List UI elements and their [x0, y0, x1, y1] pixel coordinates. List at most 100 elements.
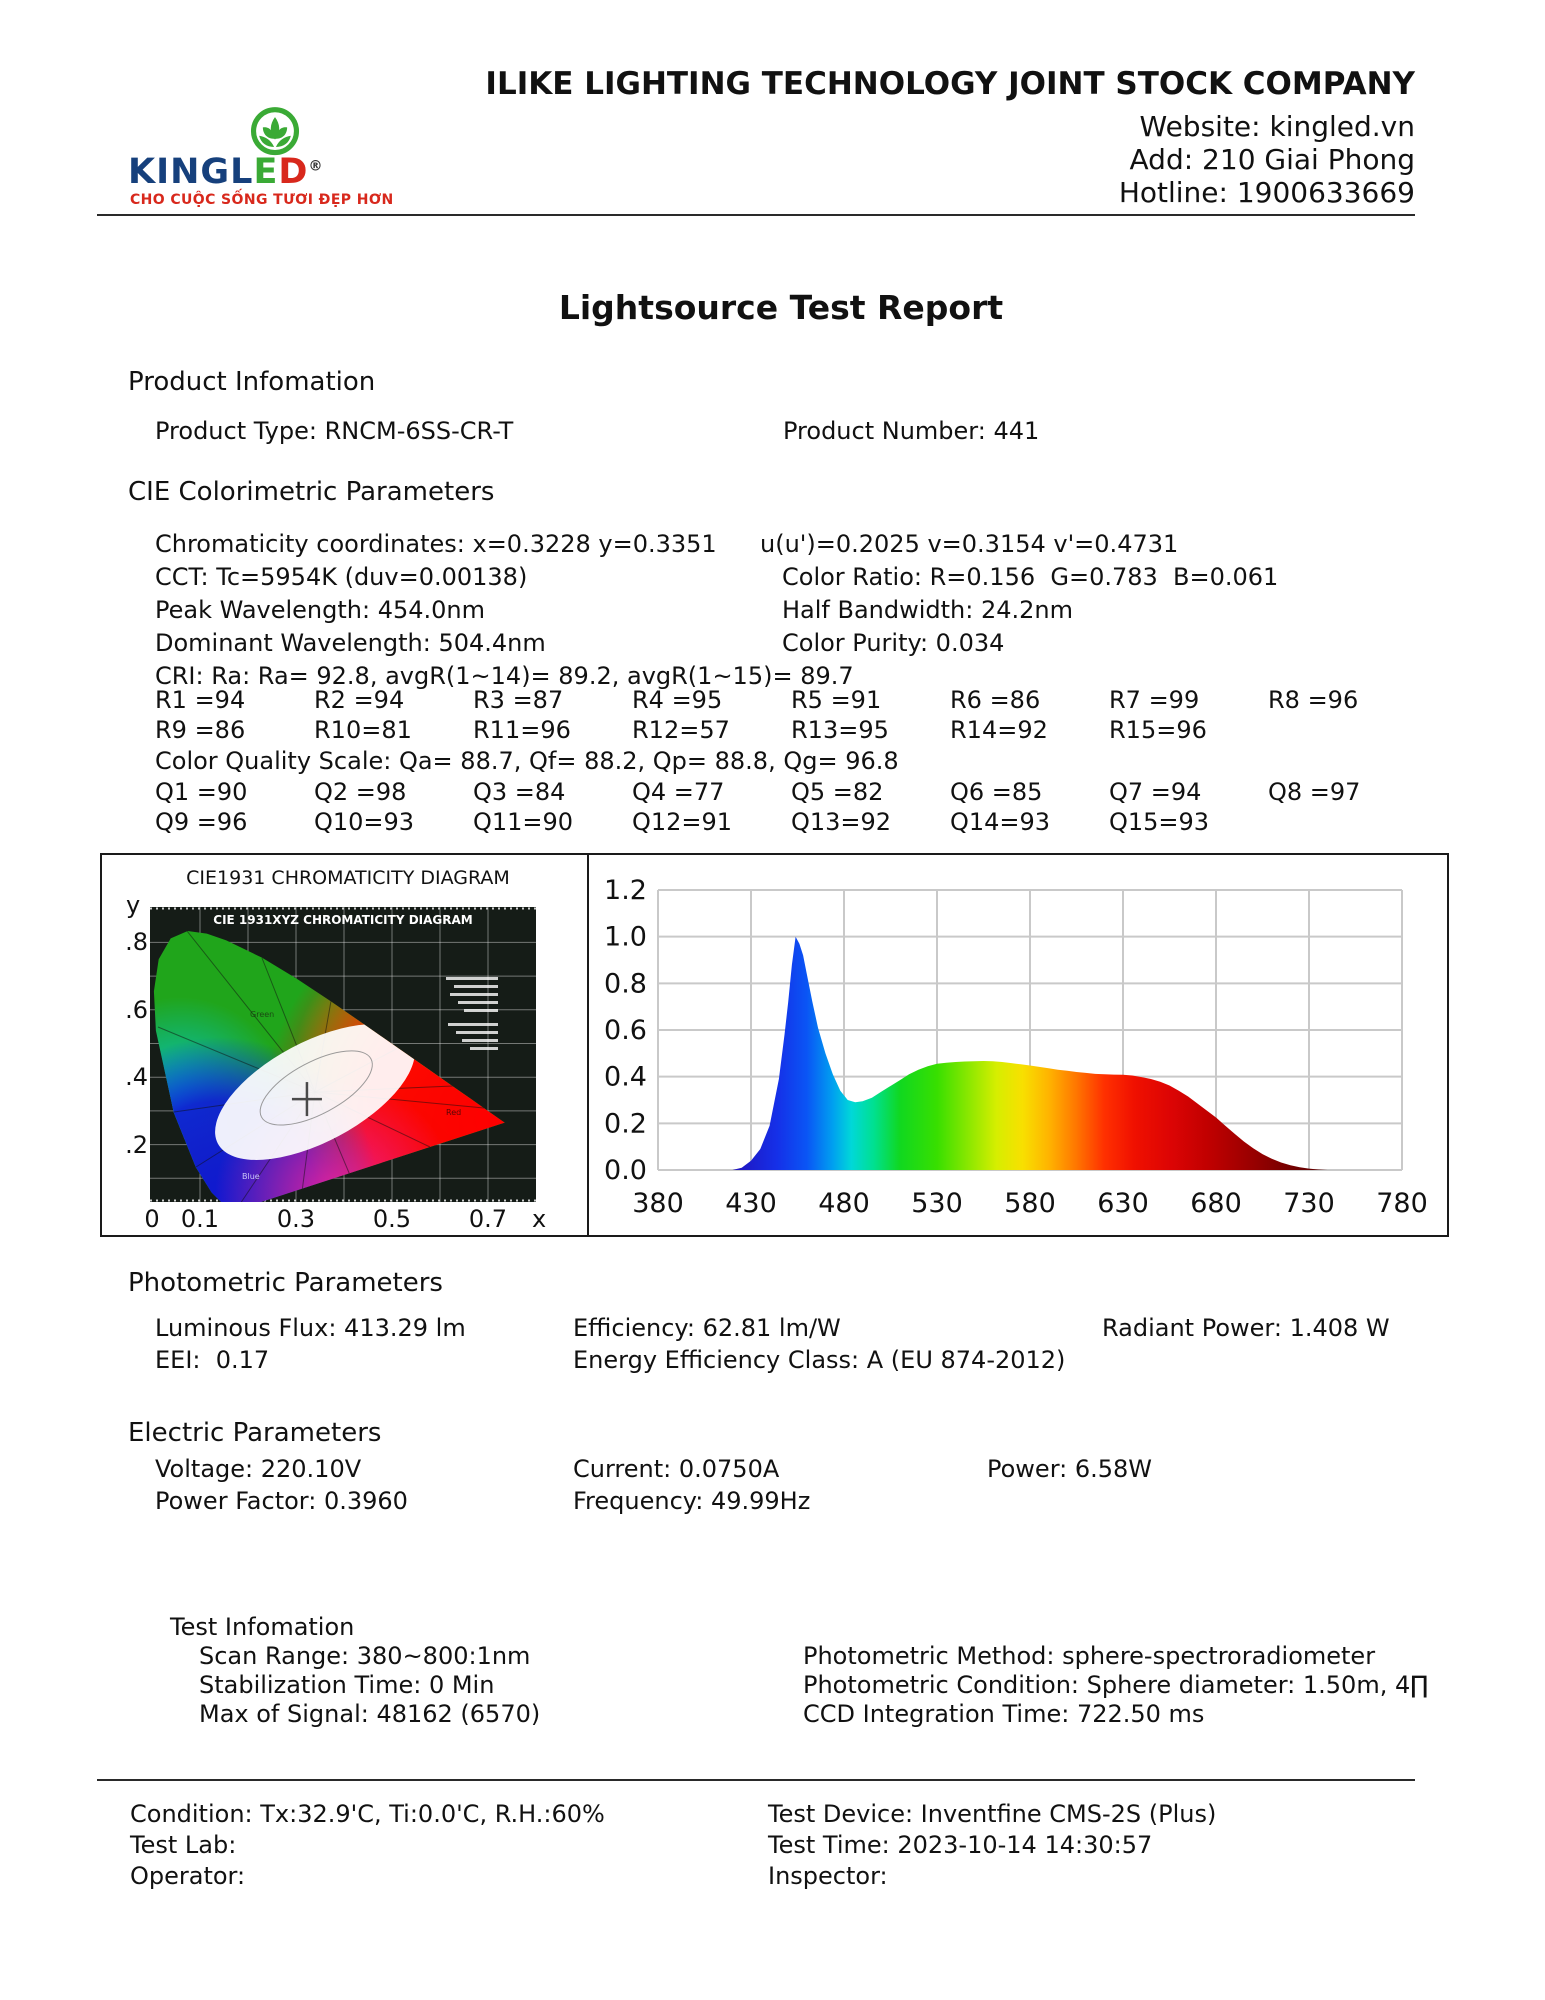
cri-value-cell: R9 =86: [155, 716, 246, 744]
uv-coordinates: u(u')=0.2025 v=0.3154 v'=0.4731: [760, 530, 1179, 558]
cri-value-cell: R1 =94: [155, 686, 246, 714]
svg-text:Green: Green: [250, 1010, 274, 1019]
cqs-values-row-2: Q9 =96 Q10=93 Q11=90 Q12=91 Q13=92 Q14=93 Q15=…: [155, 808, 1268, 836]
report-title: Lightsource Test Report: [558, 288, 1004, 327]
kingled-bulb-lotus-icon: [250, 107, 300, 156]
cie-heading: CIE Colorimetric Parameters: [128, 477, 495, 507]
cri-value-cell: Q10=93: [314, 808, 415, 836]
cqs-values-row-1: Q1 =90 Q2 =98 Q3 =84 Q4 =77 Q5 =82 Q6 =85 Q7 =…: [155, 778, 1427, 806]
svg-text:1.0: 1.0: [604, 922, 647, 953]
cri-value-cell: Q3 =84: [473, 778, 566, 806]
cie-legend-marks: [446, 977, 498, 1050]
frequency: Frequency: 49.99Hz: [573, 1487, 811, 1515]
current: Current: 0.0750A: [573, 1455, 780, 1483]
company-name: ILIKE LIGHTING TECHNOLOGY JOINT STOCK CO…: [485, 66, 1415, 102]
cri-value-cell: R7 =99: [1109, 686, 1200, 714]
eei: EEI: 0.17: [155, 1346, 270, 1374]
product-type: Product Type: RNCM-6SS-CR-T: [155, 417, 514, 445]
kingled-wordmark: KINGLED®: [128, 152, 323, 192]
cri-value-cell: Q12=91: [632, 808, 733, 836]
cie-y-tick: .8: [125, 928, 148, 957]
max-of-signal: Max of Signal: 48162 (6570): [199, 1700, 541, 1728]
cri-values-row-2: R9 =86 R10=81 R11=96 R12=57 R13=95 R14=92 R15=…: [155, 716, 1268, 744]
cri-value-cell: Q1 =90: [155, 778, 248, 806]
footer-inspector: Inspector:: [768, 1862, 888, 1890]
svg-text:1.2: 1.2: [604, 875, 647, 906]
photometric-heading: Photometric Parameters: [128, 1268, 443, 1298]
svg-text:Red: Red: [446, 1108, 461, 1117]
wordmark-kingl: KINGL: [128, 152, 254, 192]
cie-x-tick: 0: [144, 1205, 160, 1233]
voltage: Voltage: 220.10V: [155, 1455, 362, 1483]
svg-text:380: 380: [632, 1188, 684, 1219]
cqs-summary: Color Quality Scale: Qa= 88.7, Qf= 88.2,…: [155, 747, 899, 775]
registered-mark: ®: [308, 158, 324, 175]
energy-efficiency-class: Energy Efficiency Class: A (EU 874-2012): [573, 1346, 1066, 1374]
cri-value-cell: Q5 =82: [791, 778, 884, 806]
footer-operator: Operator:: [130, 1862, 246, 1890]
svg-text:0.2: 0.2: [604, 1108, 647, 1139]
cri-value-cell: Q15=93: [1109, 808, 1210, 836]
photometric-method: Photometric Method: sphere-spectroradiom…: [803, 1642, 1376, 1670]
cie-y-tick: .6: [125, 995, 148, 1024]
cie-chart-title: CIE1931 CHROMATICITY DIAGRAM: [186, 867, 510, 889]
cri-value-cell: Q6 =85: [950, 778, 1043, 806]
svg-text:0.4: 0.4: [604, 1062, 647, 1093]
ccd-integration-time: CCD Integration Time: 722.50 ms: [803, 1700, 1205, 1728]
cri-value-cell: Q2 =98: [314, 778, 407, 806]
product-info-heading: Product Infomation: [128, 367, 376, 397]
half-bandwidth: Half Bandwidth: 24.2nm: [782, 596, 1074, 624]
cri-summary: CRI: Ra: Ra= 92.8, avgR(1~14)= 89.2, avg…: [155, 662, 854, 690]
cie-chromaticity-diagram-image: Green Blue Red CIE 1931XYZ CHROMATICITY …: [150, 907, 536, 1202]
cie-y-axis-label: y: [126, 891, 141, 919]
svg-text:0.8: 0.8: [604, 968, 647, 999]
kingled-logo: KINGLED® CHO CUỘC SỐNG TƯƠI ĐẸP HƠN: [128, 78, 448, 208]
power-factor: Power Factor: 0.3960: [155, 1487, 408, 1515]
svg-text:Blue: Blue: [242, 1172, 260, 1181]
product-number: Product Number: 441: [783, 417, 1040, 445]
cie-x-tick: 0.5: [372, 1205, 412, 1233]
wordmark-d: D: [278, 152, 309, 192]
charts-box: CIE1931 CHROMATICITY DIAGRAM y x .8 .6 .4.…: [100, 853, 1449, 1237]
svg-text:430: 430: [725, 1188, 777, 1219]
cri-value-cell: Q4 =77: [632, 778, 725, 806]
photometric-condition: Photometric Condition: Sphere diameter: …: [803, 1671, 1429, 1699]
svg-text:0.0: 0.0: [604, 1155, 647, 1186]
svg-text:730: 730: [1283, 1188, 1335, 1219]
cri-value-cell: R13=95: [791, 716, 889, 744]
hotline-line: Hotline: 1900633669: [1118, 176, 1415, 209]
cri-value-cell: Q11=90: [473, 808, 574, 836]
cie-x-tick: 0.1: [180, 1205, 220, 1233]
cie-x-tick: 0.7: [468, 1205, 508, 1233]
svg-text:0.6: 0.6: [604, 1015, 647, 1046]
svg-text:530: 530: [911, 1188, 963, 1219]
cri-value-cell: R3 =87: [473, 686, 564, 714]
cri-value-cell: R5 =91: [791, 686, 882, 714]
radiant-power: Radiant Power: 1.408 W: [1102, 1314, 1390, 1342]
footer-test-device: Test Device: Inventfine CMS-2S (Plus): [768, 1800, 1217, 1828]
svg-text:480: 480: [818, 1188, 870, 1219]
header-divider: [97, 214, 1415, 216]
cct-value: CCT: Tc=5954K (duv=0.00138): [155, 563, 528, 591]
address-line: Add: 210 Giai Phong: [1129, 143, 1415, 176]
svg-text:780: 780: [1376, 1188, 1428, 1219]
footer-divider: [97, 1779, 1415, 1781]
color-purity: Color Purity: 0.034: [782, 629, 1005, 657]
stabilization-time: Stabilization Time: 0 Min: [199, 1671, 495, 1699]
cri-value-cell: R15=96: [1109, 716, 1207, 744]
peak-wavelength: Peak Wavelength: 454.0nm: [155, 596, 485, 624]
charts-divider: [587, 855, 589, 1235]
test-info-heading: Test Infomation: [170, 1613, 355, 1641]
dominant-wavelength: Dominant Wavelength: 504.4nm: [155, 629, 546, 657]
cri-value-cell: R14=92: [950, 716, 1048, 744]
cri-value-cell: Q8 =97: [1268, 778, 1361, 806]
cri-value-cell: R8 =96: [1268, 686, 1359, 714]
cie-x-tick: 0.3: [276, 1205, 316, 1233]
footer-test-lab: Test Lab:: [130, 1831, 237, 1859]
cri-values-row-1: R1 =94 R2 =94 R3 =87 R4 =95 R5 =91 R6 =86 R7 =…: [155, 686, 1427, 714]
cri-value-cell: Q9 =96: [155, 808, 248, 836]
footer-test-time: Test Time: 2023-10-14 14:30:57: [768, 1831, 1153, 1859]
cri-value-cell: R11=96: [473, 716, 571, 744]
chromaticity-coordinates: Chromaticity coordinates: x=0.3228 y=0.3…: [155, 530, 717, 558]
cri-value-cell: R4 =95: [632, 686, 723, 714]
